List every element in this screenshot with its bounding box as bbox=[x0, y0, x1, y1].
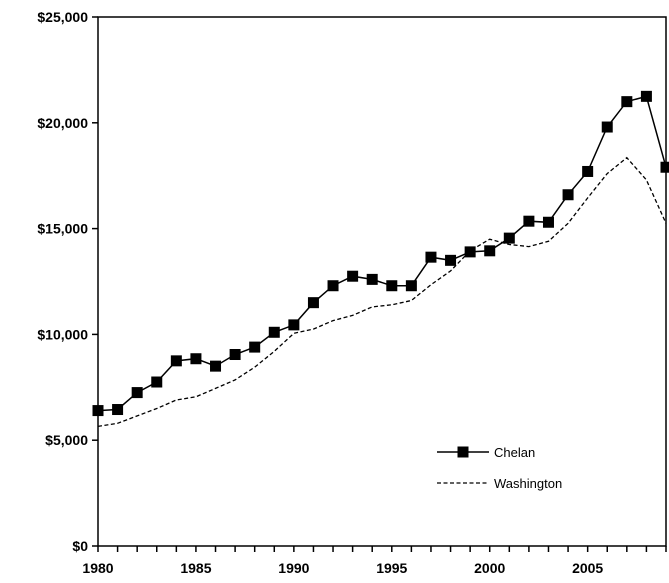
legend-chelan-marker bbox=[457, 446, 469, 458]
y-tick-label: $5,000 bbox=[45, 432, 88, 448]
x-tick-label: 2000 bbox=[474, 560, 505, 576]
series-chelan-point bbox=[327, 280, 339, 292]
series-chelan-point bbox=[660, 161, 669, 173]
series-chelan-point bbox=[307, 297, 319, 309]
series-chelan-point bbox=[288, 319, 300, 331]
series-chelan-point bbox=[405, 280, 417, 292]
series-chelan-point bbox=[503, 232, 515, 244]
x-tick-label: 1980 bbox=[82, 560, 113, 576]
x-tick-label: 1985 bbox=[180, 560, 211, 576]
series-chelan-point bbox=[640, 90, 652, 102]
series-chelan-point bbox=[582, 165, 594, 177]
series-chelan-point bbox=[562, 189, 574, 201]
series-washington-line bbox=[97, 156, 667, 428]
y-tick-label: $25,000 bbox=[37, 9, 88, 25]
series-chelan-point bbox=[542, 216, 554, 228]
series-chelan-point bbox=[386, 280, 398, 292]
x-tick-label: 2005 bbox=[572, 560, 603, 576]
series-layer bbox=[92, 90, 669, 428]
series-chelan-point bbox=[229, 349, 241, 361]
series-chelan-point bbox=[347, 270, 359, 282]
series-chelan-point bbox=[484, 245, 496, 257]
series-chelan-point bbox=[464, 246, 476, 258]
series-chelan-point bbox=[249, 341, 261, 353]
series-chelan-point bbox=[425, 251, 437, 263]
series-chelan-point bbox=[210, 360, 222, 372]
y-tick-label: $15,000 bbox=[37, 221, 88, 237]
y-tick-label: $20,000 bbox=[37, 115, 88, 131]
series-chelan-point bbox=[523, 215, 535, 227]
series-chelan-point bbox=[601, 121, 613, 133]
legend-washington-label: Washington bbox=[494, 476, 562, 491]
series-chelan-point bbox=[268, 326, 280, 338]
series-chelan-point bbox=[366, 273, 378, 285]
axes: $0 $5,000 $10,000 $15,000 $20,000 $25,000 1980… bbox=[37, 9, 667, 576]
legend: Chelan Washington bbox=[437, 445, 562, 491]
series-chelan-point bbox=[92, 405, 104, 417]
series-chelan-point bbox=[151, 376, 163, 388]
series-chelan-point bbox=[190, 353, 202, 365]
series-chelan-point bbox=[131, 387, 143, 399]
series-chelan-point bbox=[445, 254, 457, 266]
x-tick-label: 1995 bbox=[376, 560, 407, 576]
series-chelan-point bbox=[170, 355, 182, 367]
x-tick-label: 1990 bbox=[278, 560, 309, 576]
legend-chelan-label: Chelan bbox=[494, 445, 535, 460]
y-tick-label: $0 bbox=[72, 538, 88, 554]
series-chelan-point bbox=[621, 96, 633, 108]
y-tick-label: $10,000 bbox=[37, 326, 88, 342]
plot-frame bbox=[97, 16, 667, 547]
series-chelan-line bbox=[97, 95, 667, 412]
series-chelan-point bbox=[112, 404, 124, 416]
